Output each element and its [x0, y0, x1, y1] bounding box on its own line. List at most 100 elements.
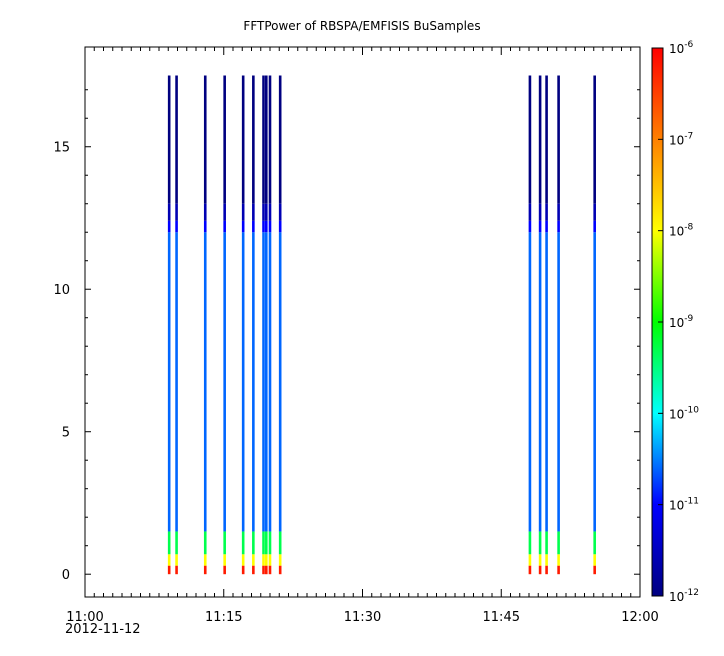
power-cell	[241, 203, 245, 221]
y-tick-label: 15	[53, 141, 70, 156]
sample-column	[203, 75, 207, 575]
power-cell	[252, 531, 255, 555]
power-cell	[528, 232, 532, 532]
power-cell	[265, 203, 268, 221]
power-cell	[223, 232, 226, 532]
power-cell	[223, 203, 226, 221]
power-cell	[278, 75, 282, 204]
x-tick-label: 11:15	[205, 610, 242, 625]
x-tick-label: 11:30	[344, 610, 381, 625]
y-tick-label: 5	[62, 426, 70, 441]
power-cell	[252, 75, 255, 204]
sample-column	[528, 75, 532, 575]
power-cell	[528, 565, 532, 575]
power-cell	[278, 203, 282, 221]
power-cell	[252, 565, 255, 575]
power-cell	[593, 220, 596, 233]
sample-column	[268, 75, 272, 575]
power-cell	[557, 232, 560, 532]
power-cell	[278, 554, 282, 566]
colorbar-tick-label: 10-8	[669, 223, 694, 239]
power-cell	[262, 75, 265, 204]
x-date-label: 2012-11-12	[65, 622, 141, 637]
power-cell	[252, 203, 255, 221]
power-cell	[241, 220, 245, 233]
power-cell	[167, 232, 171, 532]
power-cell	[557, 75, 560, 204]
power-cell	[557, 554, 560, 566]
sample-column	[175, 75, 178, 575]
power-cell	[265, 75, 268, 204]
power-cell	[252, 554, 255, 566]
power-cell	[241, 565, 245, 575]
power-cell	[545, 554, 548, 566]
power-cell	[265, 531, 268, 555]
power-cell	[268, 203, 272, 221]
chart-title: FFTPower of RBSPA/EMFISIS BuSamples	[243, 19, 480, 33]
power-cell	[203, 565, 207, 575]
power-cell	[203, 220, 207, 233]
power-cell	[528, 554, 532, 566]
power-cell	[241, 554, 245, 566]
power-cell	[223, 75, 226, 204]
power-cell	[203, 203, 207, 221]
power-cell	[557, 531, 560, 555]
power-cell	[241, 531, 245, 555]
power-cell	[557, 203, 560, 221]
power-cell	[175, 554, 178, 566]
power-cell	[167, 220, 171, 233]
power-cell	[265, 554, 268, 566]
power-cell	[268, 554, 272, 566]
power-cell	[262, 232, 265, 532]
power-cell	[203, 232, 207, 532]
power-cell	[167, 531, 171, 555]
power-cell	[265, 232, 268, 532]
power-cell	[262, 203, 265, 221]
power-cell	[593, 75, 596, 204]
sample-column	[262, 75, 265, 575]
y-axis: 0 5 10 15	[53, 89, 640, 583]
power-cell	[545, 75, 548, 204]
power-cell	[223, 531, 226, 555]
power-cell	[528, 531, 532, 555]
power-cell	[538, 531, 542, 555]
y-tick-label: 10	[53, 283, 70, 298]
power-cell	[545, 531, 548, 555]
power-cell	[175, 565, 178, 575]
sample-column	[593, 75, 596, 575]
power-cell	[538, 75, 542, 204]
power-cell	[167, 75, 171, 204]
power-cell	[175, 75, 178, 204]
power-cell	[593, 565, 596, 575]
sample-column	[241, 75, 245, 575]
power-cell	[203, 75, 207, 204]
power-cell	[262, 565, 265, 575]
colorbar-axis: 10-12 10-11 10-10 10-9 10-8 10-7 10-6	[658, 40, 699, 604]
sample-column	[252, 75, 255, 575]
power-cell	[268, 565, 272, 575]
power-cell	[538, 232, 542, 532]
power-cell	[557, 565, 560, 575]
power-cell	[557, 220, 560, 233]
power-cell	[528, 75, 532, 204]
x-axis: 11:00 11:15 11:30 11:45 12:00	[66, 47, 659, 625]
power-cell	[528, 220, 532, 233]
x-tick-label: 11:45	[483, 610, 520, 625]
power-cell	[538, 220, 542, 233]
power-cell	[265, 220, 268, 233]
colorbar-tick-label: 10-6	[669, 40, 694, 56]
sample-column	[545, 75, 548, 575]
power-cell	[252, 220, 255, 233]
power-cell	[265, 565, 268, 575]
power-cell	[203, 531, 207, 555]
colorbar-tick-label: 10-11	[669, 497, 699, 513]
power-cell	[223, 565, 226, 575]
power-cell	[241, 75, 245, 204]
power-cell	[175, 232, 178, 532]
power-cell	[252, 232, 255, 532]
x-tick-label: 12:00	[621, 610, 658, 625]
power-cell	[545, 232, 548, 532]
y-tick-label: 0	[62, 568, 70, 583]
power-cell	[203, 554, 207, 566]
